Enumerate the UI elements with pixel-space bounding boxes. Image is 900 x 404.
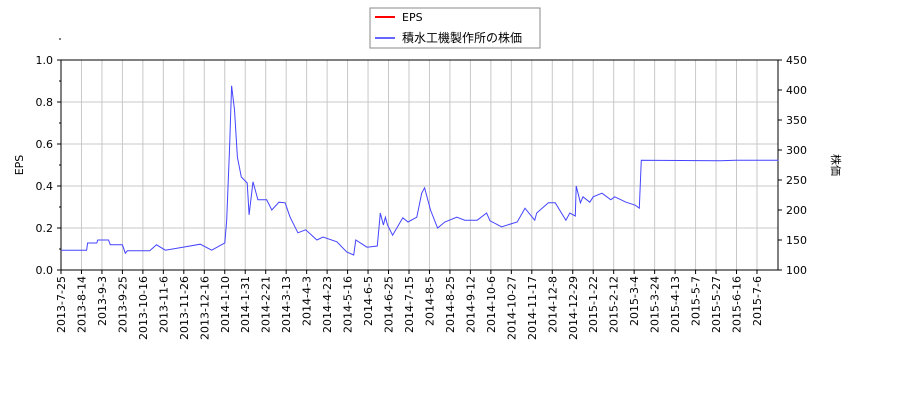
x-tick-label: 2013-11-6 (157, 276, 170, 333)
x-tick-label: 2013-9-3 (96, 276, 109, 326)
legend-label-price: 積水工機製作所の株価 (402, 30, 522, 45)
x-tick-label: 2015-2-12 (608, 276, 621, 333)
x-tick-label: 2014-8-25 (444, 276, 457, 333)
x-tick-label: 2014-4-23 (321, 276, 334, 333)
legend: EPS 積水工機製作所の株価 (369, 7, 541, 49)
x-tick-label: 2015-5-7 (690, 276, 703, 326)
y-axis-left-label: EPS (13, 155, 26, 176)
y-tick-label-right: 400 (786, 84, 807, 97)
x-tick-label: 2014-12-29 (567, 276, 580, 340)
x-tick-label: 2013-12-16 (198, 276, 211, 340)
x-tick-label: 2015-3-4 (628, 276, 641, 326)
y-axis-right-label: 株価 (829, 154, 843, 176)
x-tick-label: 2014-7-15 (403, 276, 416, 333)
x-tick-label: 2014-11-17 (526, 276, 539, 340)
x-tick-label: 2014-3-13 (280, 276, 293, 333)
x-tick-label: 2014-10-27 (505, 276, 518, 340)
x-tick-label: 2015-3-24 (649, 276, 662, 333)
y-tick-label-right: 350 (786, 114, 807, 127)
y-tick-label-right: 200 (786, 204, 807, 217)
x-tick-label: 2014-8-5 (423, 276, 436, 326)
x-tick-label: 2015-5-27 (710, 276, 723, 333)
x-tick-label: 2013-8-14 (75, 276, 88, 333)
x-tick-label: 2014-9-12 (464, 276, 477, 333)
y-tick-label-right: 300 (786, 144, 807, 157)
x-tick-label: 2014-1-10 (219, 276, 232, 333)
y-tick-label-left: 1.0 (36, 54, 54, 67)
x-tick-label: 2013-9-25 (116, 276, 129, 333)
y-tick-label-right: 450 (786, 54, 807, 67)
x-tick-label: 2014-2-21 (260, 276, 273, 333)
x-tick-label: 2013-10-16 (137, 276, 150, 340)
x-tick-label: 2014-6-5 (362, 276, 375, 326)
x-tick-label: 2014-5-16 (342, 276, 355, 333)
x-tick-label: 2015-4-13 (669, 276, 682, 333)
series-line-price (61, 85, 779, 256)
y-tick-label-right: 150 (786, 234, 807, 247)
x-tick-label: 2013-11-26 (178, 276, 191, 340)
x-tick-label: 2015-6-16 (731, 276, 744, 333)
y-tick-label-left: 0.0 (36, 264, 54, 277)
y-tick-label-left: 0.6 (36, 138, 54, 151)
x-tick-label: 2015-1-22 (587, 276, 600, 333)
x-tick-label: 2014-6-25 (383, 276, 396, 333)
y-tick-label-right: 100 (786, 264, 807, 277)
x-tick-label: 2015-7-6 (751, 276, 764, 326)
y-tick-label-left: 0.4 (36, 180, 54, 193)
y-tick-label-right: 250 (786, 174, 807, 187)
y-tick-label-left: 0.8 (36, 96, 54, 109)
x-tick-label: 2013-7-25 (55, 276, 68, 333)
legend-label-eps: EPS (402, 11, 423, 24)
x-tick-label: 2014-12-8 (546, 276, 559, 333)
plot-frame (60, 59, 779, 271)
x-tick-label: 2014-10-6 (485, 276, 498, 333)
x-tick-label: 2014-1-31 (239, 276, 252, 333)
x-tick-label: 2014-4-3 (301, 276, 314, 326)
y-tick-label-left: 0.2 (36, 222, 54, 235)
